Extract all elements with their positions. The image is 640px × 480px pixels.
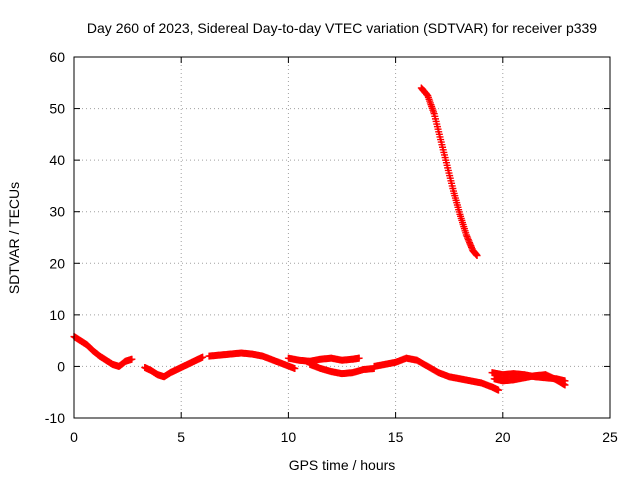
y-tick-label: 20 xyxy=(49,255,65,271)
data-point xyxy=(291,364,299,372)
data-point xyxy=(561,381,569,389)
data-point xyxy=(355,354,363,362)
y-tick-label: -10 xyxy=(45,410,65,426)
series-track xyxy=(306,360,378,378)
y-tick-label: 60 xyxy=(49,49,65,65)
series-track xyxy=(141,353,207,381)
data-point xyxy=(128,355,136,363)
series-track xyxy=(70,333,136,370)
x-axis-label: GPS time / hours xyxy=(289,457,396,473)
series-track xyxy=(284,354,363,365)
x-tick-label: 10 xyxy=(281,429,297,445)
data-point xyxy=(199,353,207,361)
y-tick-label: 40 xyxy=(49,152,65,168)
y-tick-label: 30 xyxy=(49,204,65,220)
x-tick-label: 15 xyxy=(388,429,404,445)
series-track xyxy=(417,84,481,260)
x-tick-label: 20 xyxy=(495,429,511,445)
data-points xyxy=(70,84,569,394)
x-tick-label: 0 xyxy=(70,429,78,445)
series-track xyxy=(370,354,503,394)
data-point xyxy=(495,386,503,394)
y-tick-label: 50 xyxy=(49,101,65,117)
series-track xyxy=(205,349,299,372)
plot-frame xyxy=(73,56,611,419)
data-point xyxy=(473,252,481,260)
y-axis-label: SDTVAR / TECUs xyxy=(6,182,22,294)
grid-lines xyxy=(74,57,610,418)
y-tick-label: 0 xyxy=(57,358,65,374)
x-tick-label: 25 xyxy=(602,429,618,445)
y-tick-label: 10 xyxy=(49,307,65,323)
x-tick-label: 5 xyxy=(177,429,185,445)
series-track xyxy=(490,371,569,389)
chart-title: Day 260 of 2023, Sidereal Day-to-day VTE… xyxy=(87,20,597,36)
